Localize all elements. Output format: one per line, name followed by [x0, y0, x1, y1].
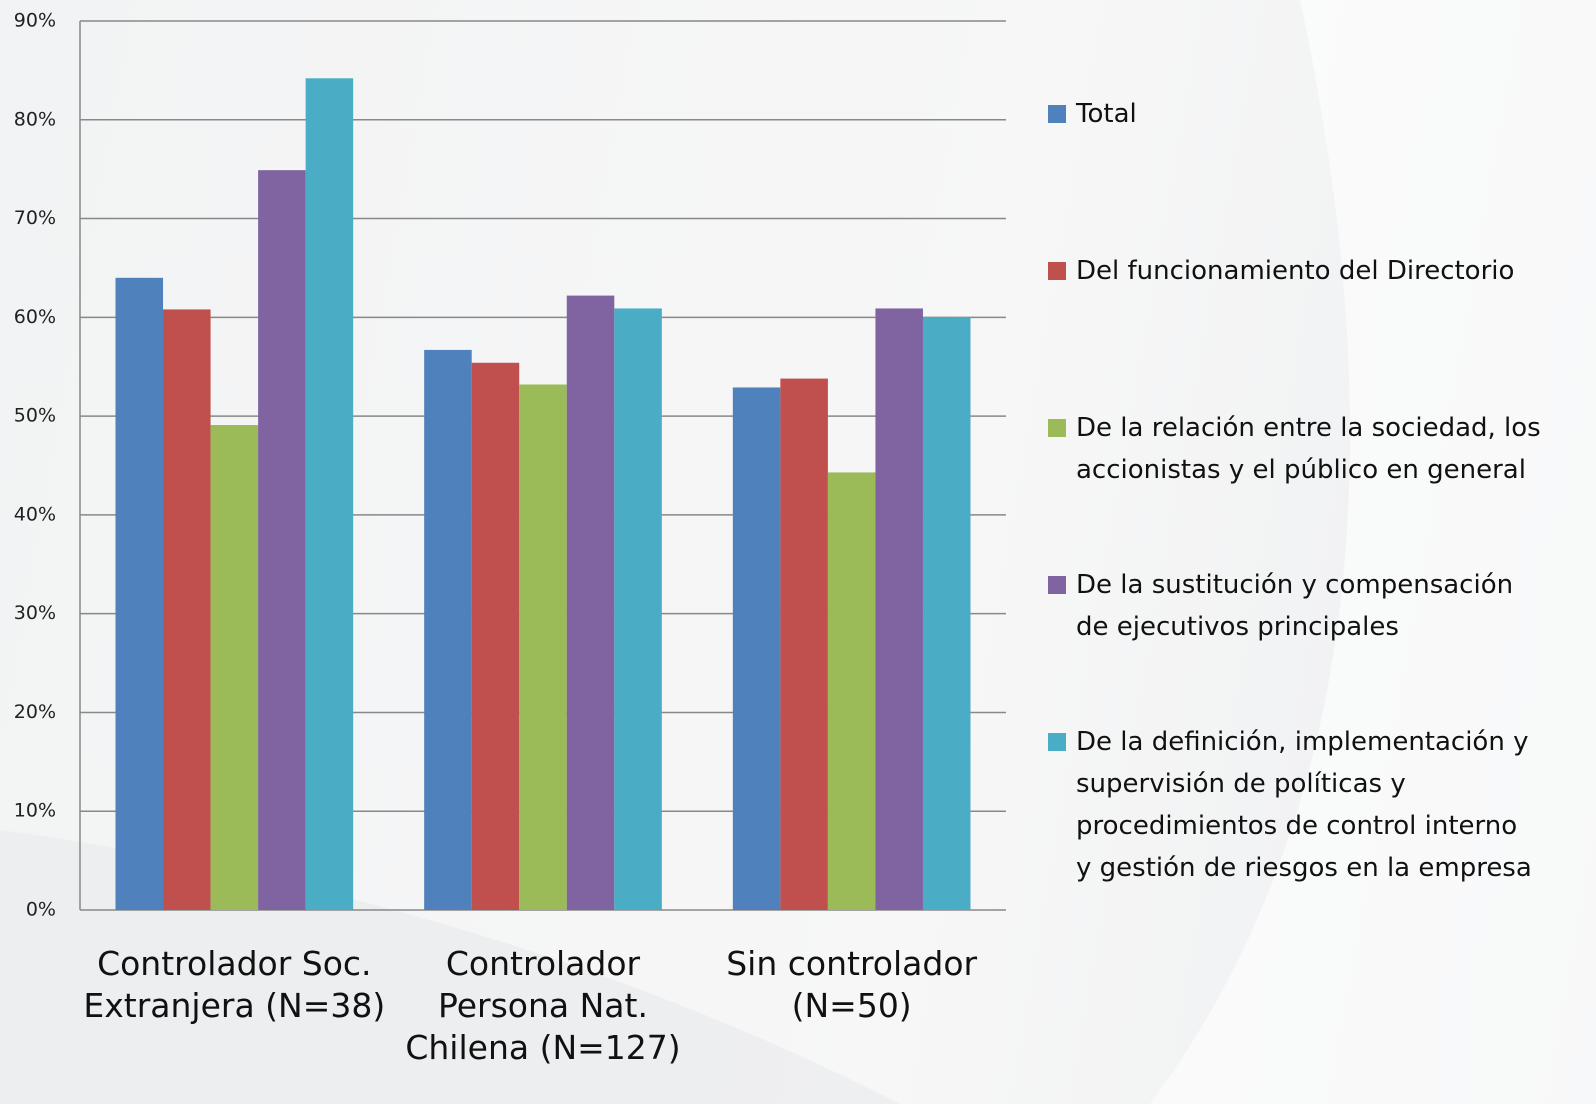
- bar: [258, 170, 306, 911]
- legend-swatch: [1048, 576, 1066, 594]
- y-tick-label: 10%: [14, 800, 56, 822]
- background-swoosh: [1150, 0, 1596, 1104]
- legend-label: De la relación entre la sociedad, los ac…: [1076, 413, 1541, 485]
- bar: [875, 308, 923, 910]
- y-tick-label: 60%: [14, 306, 56, 328]
- bar: [922, 317, 971, 910]
- bar: [210, 425, 259, 910]
- legend-label: De la sustitución y compensación de ejec…: [1076, 570, 1514, 642]
- y-tick-label: 80%: [14, 108, 56, 130]
- bar: [115, 277, 164, 910]
- legend-label: De la definición, implementación y super…: [1076, 727, 1532, 883]
- bar: [732, 387, 781, 910]
- bar: [614, 308, 662, 910]
- legend-swatch: [1048, 262, 1066, 280]
- bar: [519, 384, 567, 911]
- legend-label: Del funcionamiento del Directorio: [1076, 256, 1515, 286]
- bar: [780, 378, 828, 910]
- y-tick-label: 40%: [14, 503, 56, 525]
- y-tick-label: 0%: [26, 899, 56, 921]
- bar: [163, 309, 211, 910]
- legend-swatch: [1048, 419, 1066, 437]
- bar: [827, 472, 876, 910]
- x-tick-label: Controlador Soc. Extranjera (N=38): [83, 944, 386, 1025]
- y-tick-label: 50%: [14, 405, 56, 427]
- legend-label: Total: [1076, 99, 1137, 129]
- y-tick-label: 90%: [14, 10, 56, 32]
- y-tick-label: 30%: [14, 602, 56, 624]
- x-tick-label: Controlador Persona Nat. Chilena (N=127): [405, 944, 681, 1067]
- x-tick-label: Sin controlador (N=50): [726, 944, 978, 1025]
- bar: [305, 78, 354, 910]
- y-tick-label: 20%: [14, 701, 56, 723]
- legend-swatch: [1048, 733, 1066, 751]
- bar: [566, 295, 615, 910]
- y-tick-label: 70%: [14, 207, 56, 229]
- bar: [471, 362, 520, 910]
- legend-swatch: [1048, 105, 1066, 123]
- bar: [424, 349, 472, 910]
